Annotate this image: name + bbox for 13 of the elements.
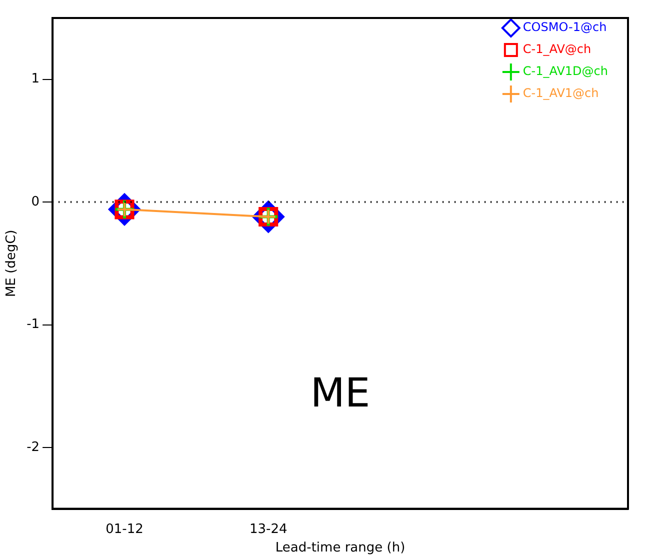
legend-label: C-1_AV1D@ch: [522, 64, 608, 78]
annotation: ME: [310, 370, 370, 416]
x-tick-label: 13-24: [249, 522, 288, 537]
y-tick-label: -1: [26, 317, 40, 332]
x-axis-title: Lead-time range (h): [275, 540, 406, 556]
legend-label: C-1_AV1@ch: [522, 86, 599, 100]
x-tick-label: 01-12: [106, 522, 144, 537]
y-tick-label: 1: [31, 72, 40, 87]
legend-label: C-1_AV@ch: [522, 42, 592, 56]
legend-label: COSMO-1@ch: [522, 20, 607, 34]
y-tick-label: 0: [31, 194, 40, 210]
y-axis-title: ME (degC): [4, 230, 20, 298]
y-tick-label: -2: [26, 440, 40, 455]
